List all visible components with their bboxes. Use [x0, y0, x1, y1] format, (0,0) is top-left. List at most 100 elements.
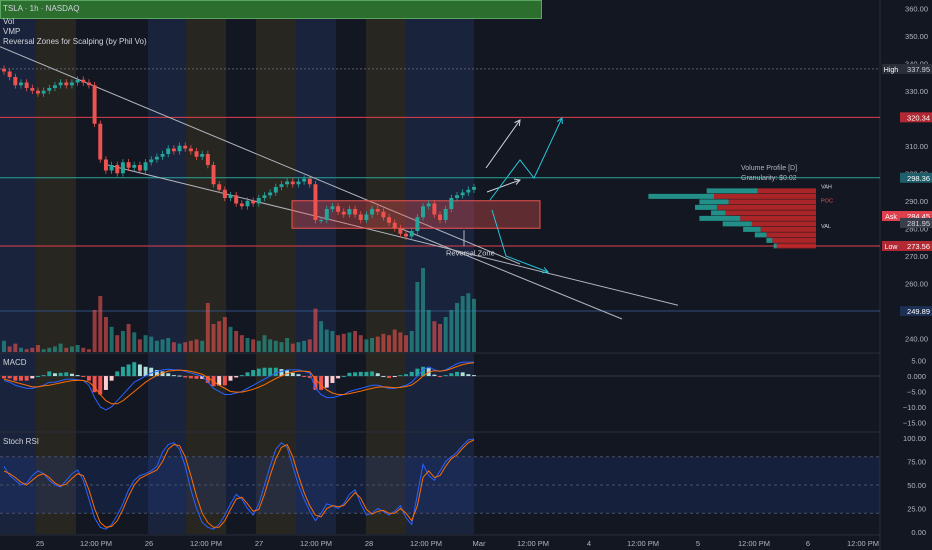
candle-body: [47, 88, 52, 91]
candle-body: [52, 85, 57, 88]
candle-body: [183, 145, 188, 149]
macd-histogram-bar: [245, 372, 250, 377]
vp-bar-red: [772, 237, 816, 243]
candle-body: [86, 82, 91, 86]
volume-bar: [449, 310, 454, 352]
candle-body: [205, 154, 210, 165]
volume-bar: [472, 298, 476, 352]
candle-body: [409, 231, 414, 237]
vp-bar-green: [754, 232, 767, 238]
ask-price-label: 284.45: [907, 212, 930, 221]
vp-bar-green: [766, 237, 773, 243]
candle-body: [58, 82, 63, 86]
stoch-tick-label: 50.00: [907, 481, 926, 490]
vp-bar-green: [743, 226, 761, 232]
vp-title: Volume Profile [D]: [741, 165, 797, 172]
vp-bar-green: [711, 210, 726, 216]
volume-bar: [285, 338, 290, 352]
volume-bar: [358, 335, 363, 352]
candle-body: [177, 145, 182, 152]
candle-body: [426, 203, 431, 207]
candle-body: [13, 77, 18, 86]
candle-body: [460, 192, 465, 196]
volume-bar: [132, 332, 137, 352]
volume-bar: [149, 336, 154, 352]
macd-histogram-bar: [256, 368, 261, 377]
candle-body: [330, 206, 335, 209]
ask-price-label-tag: Ask: [885, 214, 897, 221]
indicator-reversal-zones[interactable]: Reversal Zones for Scalping (by Phil Vo): [3, 37, 147, 46]
macd-histogram-bar: [381, 376, 386, 378]
arrow-short-white-head: [513, 178, 521, 185]
macd-histogram-bar: [2, 376, 6, 379]
time-axis-label: 5: [696, 539, 700, 548]
macd-title[interactable]: MACD: [3, 358, 27, 367]
candle-body: [143, 162, 148, 171]
volume-bar: [171, 342, 176, 352]
candle-body: [7, 71, 12, 77]
candle-body: [262, 195, 267, 198]
poc-label: POC: [821, 198, 833, 204]
volume-bar: [375, 336, 380, 352]
macd-histogram-bar: [268, 367, 273, 377]
candle-body: [92, 85, 97, 124]
candle-body: [132, 165, 137, 168]
price-tick-label: 350.00: [905, 32, 928, 41]
volume-bar: [103, 317, 108, 352]
macd-histogram-bar: [166, 373, 171, 377]
candle-body: [149, 159, 154, 163]
macd-histogram-bar: [239, 375, 244, 377]
macd-histogram-bar: [313, 376, 318, 390]
vp-bar-red: [716, 204, 816, 210]
stoch-title[interactable]: Stoch RSI: [3, 437, 40, 446]
candle-body: [268, 192, 273, 196]
macd-tick-label: −15.00: [903, 418, 926, 427]
macd-histogram-bar: [392, 376, 397, 378]
macd-histogram-bar: [375, 373, 380, 377]
macd-histogram-bar: [330, 376, 335, 383]
macd-histogram-bar: [13, 376, 18, 381]
candle-body: [449, 198, 454, 209]
high-price-label-tag: High: [884, 67, 899, 74]
volume-bar: [432, 321, 437, 352]
candle-body: [188, 148, 193, 152]
candle-body: [256, 198, 261, 204]
volume-bar: [370, 338, 375, 352]
macd-histogram-bar: [109, 376, 114, 381]
macd-histogram-bar: [160, 371, 165, 377]
volume-bar: [251, 339, 256, 352]
candle-body: [75, 79, 80, 83]
volume-bar: [347, 332, 352, 352]
candle-body: [120, 162, 125, 174]
volume-bar: [364, 339, 369, 352]
macd-histogram-bar: [98, 376, 103, 395]
volume-bar: [268, 339, 273, 352]
arrow-down-cyan-head: [541, 267, 549, 274]
vp-price-label: 298.36: [907, 174, 930, 183]
volume-bar: [126, 324, 131, 352]
indicator-vol[interactable]: Vol: [3, 17, 15, 26]
macd-histogram-bar: [296, 374, 301, 377]
price-tick-label: 260.00: [905, 279, 928, 288]
volume-bar: [302, 340, 307, 352]
macd-histogram-bar: [336, 376, 341, 379]
macd-histogram-bar: [35, 376, 40, 378]
candle-body: [200, 154, 205, 157]
vp-bar-red: [760, 226, 816, 232]
resistance-price-label-bg: [900, 112, 932, 123]
volume-bar: [13, 343, 18, 352]
macd-histogram-bar: [341, 376, 346, 378]
candle-body: [404, 233, 409, 237]
candle-body: [98, 123, 103, 160]
volume-bar: [30, 347, 35, 352]
macd-histogram-bar: [455, 371, 459, 377]
symbol-title[interactable]: TSLA · 1h · NASDAQ: [3, 4, 80, 13]
volume-bar: [387, 335, 392, 352]
volume-bar: [177, 343, 182, 352]
session-band: [36, 0, 76, 534]
indicator-vmp[interactable]: VMP: [3, 27, 21, 36]
volume-bar: [19, 347, 23, 352]
macd-histogram-bar: [307, 376, 312, 378]
volume-bar: [115, 335, 120, 352]
